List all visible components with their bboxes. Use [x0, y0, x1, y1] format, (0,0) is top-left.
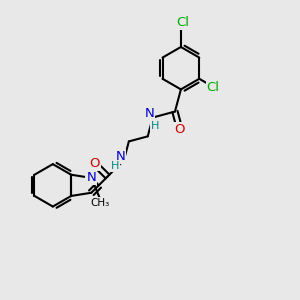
Text: O: O [89, 157, 100, 170]
Text: Cl: Cl [207, 81, 220, 94]
Text: Cl: Cl [176, 16, 189, 29]
Text: H: H [151, 121, 159, 131]
Text: N: N [116, 150, 125, 163]
Text: CH₃: CH₃ [91, 198, 110, 208]
Text: H: H [111, 161, 119, 171]
Text: N: N [86, 171, 96, 184]
Text: N: N [144, 107, 154, 121]
Text: O: O [174, 123, 185, 136]
